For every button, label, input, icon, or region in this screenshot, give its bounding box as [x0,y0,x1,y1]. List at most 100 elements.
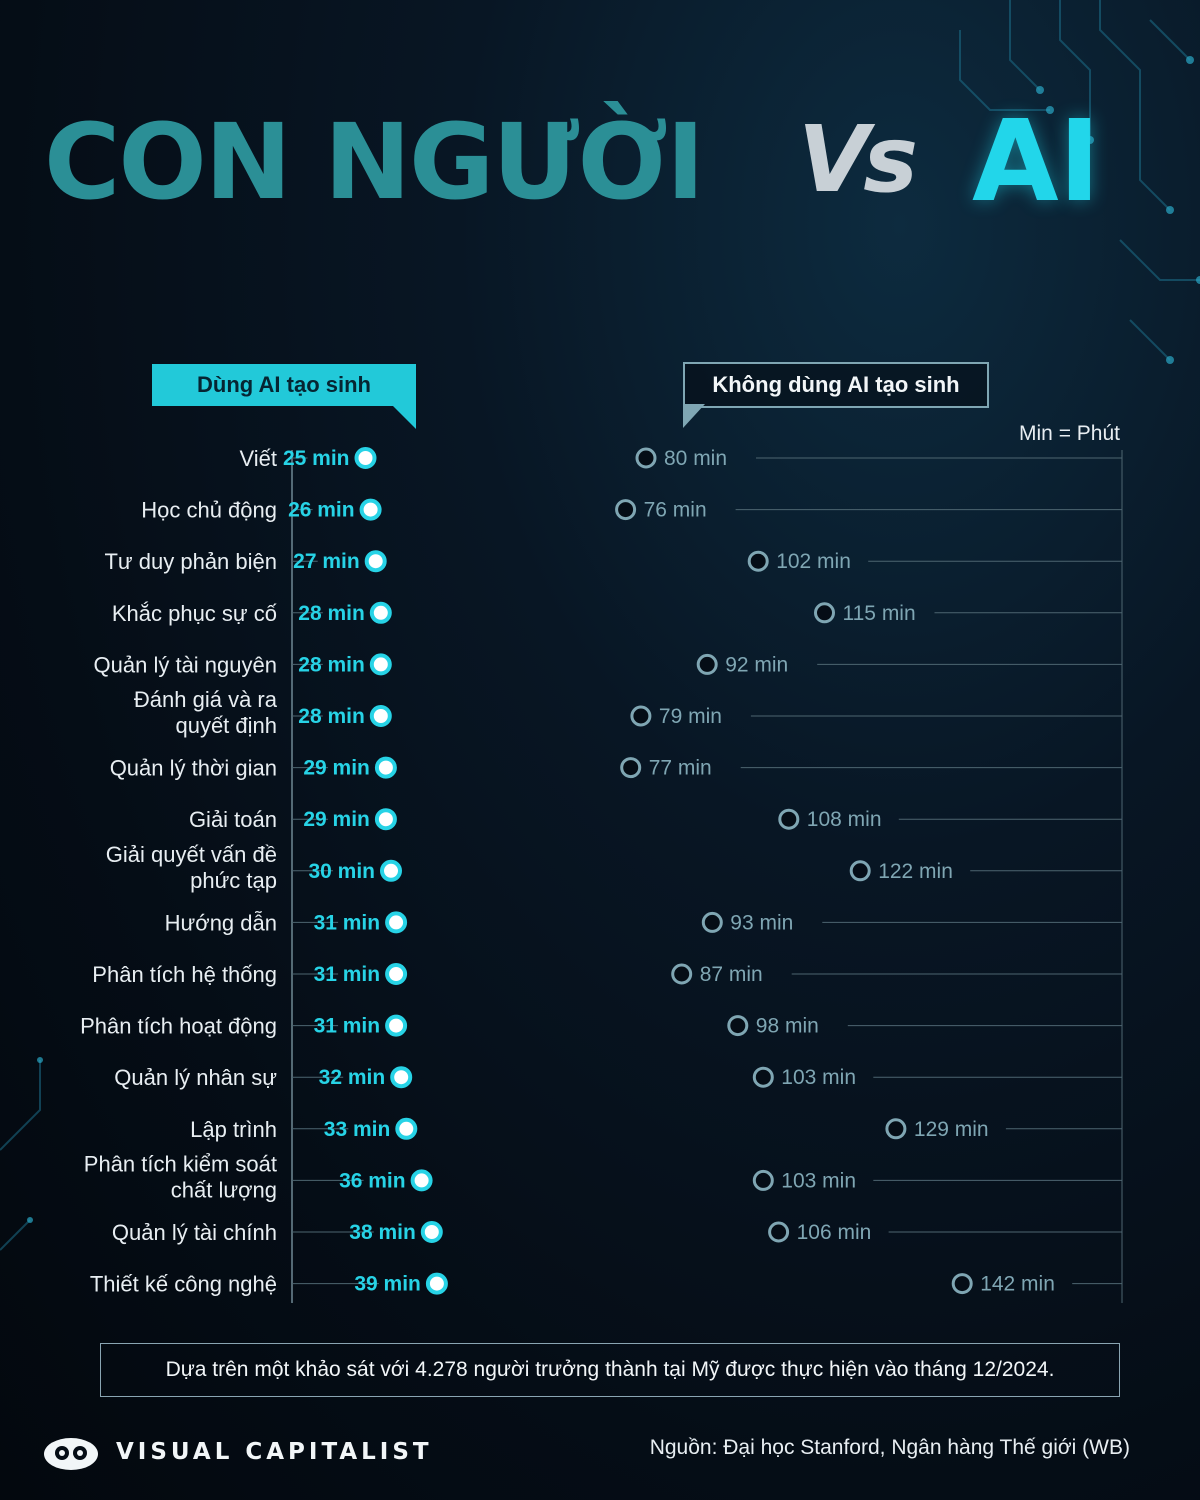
value-label-with-ai: 38 min [349,1221,416,1244]
category-label: Đánh giá và ra quyết định [134,687,278,738]
marker-without-ai [701,911,723,933]
chart-row: 31 min 98 min Phân tích hoạt động [80,1014,1122,1039]
survey-note: Dựa trên một khảo sát với 4.278 người tr… [100,1343,1120,1397]
value-label-with-ai: 29 min [303,757,370,780]
source-note: Nguồn: Đại học Stanford, Ngân hàng Thế g… [649,1436,1130,1459]
page-title: CON NGƯỜI Vs AI [40,92,1160,232]
chart-row: 39 min 142 min Thiết kế công nghệ [90,1272,1122,1297]
marker-without-ai [620,757,642,779]
chart-row: 36 min 103 min Phân tích kiểm soát chất lượ… [84,1151,1122,1202]
marker-without-ai [671,963,693,985]
marker-with-ai [390,1066,413,1089]
category-label: Phân tích hệ thống [92,962,277,987]
value-label-without-ai: 108 min [807,808,882,831]
chart-row: 31 min 87 min Phân tích hệ thống [92,962,1122,987]
value-label-without-ai: 142 min [980,1273,1055,1296]
category-label: Quản lý nhân sự [114,1065,277,1090]
marker-with-ai [364,550,387,573]
value-label-without-ai: 87 min [700,963,763,986]
marker-with-ai [385,911,408,934]
value-label-with-ai: 31 min [314,963,381,986]
value-label-with-ai: 28 min [298,705,365,728]
marker-with-ai [420,1221,443,1243]
chart-row: 33 min 129 min Lập trình [190,1117,1122,1142]
marker-without-ai [849,860,871,882]
value-label-with-ai: 31 min [314,1015,381,1038]
chart-row: 27 min 102 min Tư duy phản biện [104,549,1122,574]
marker-without-ai [778,808,800,830]
title-ai: AI [972,97,1101,227]
marker-without-ai [768,1221,790,1243]
marker-without-ai [727,1015,749,1037]
chart-row: 32 min 103 min Quản lý nhân sự [114,1065,1122,1090]
value-label-with-ai: 30 min [308,860,375,883]
marker-without-ai [615,499,637,521]
category-label: Giải toán [189,807,277,832]
value-label-without-ai: 106 min [797,1221,872,1244]
marker-with-ai [385,1014,408,1037]
category-label: Thiết kế công nghệ [90,1272,277,1297]
marker-without-ai [630,705,652,727]
value-label-without-ai: 93 min [730,911,793,934]
brand-name: VISUAL CAPITALIST [116,1439,433,1465]
value-label-with-ai: 27 min [293,550,360,573]
category-label: Học chủ động [141,498,277,523]
category-label: Phân tích hoạt động [80,1014,277,1039]
value-label-with-ai: 33 min [324,1118,391,1141]
marker-with-ai [359,498,382,521]
value-label-with-ai: 26 min [288,499,355,522]
value-label-with-ai: 28 min [298,602,365,625]
marker-with-ai [385,963,408,985]
marker-with-ai [369,601,392,624]
chart-row: 28 min 92 min Quản lý tài nguyên [94,652,1122,677]
value-label-without-ai: 77 min [649,757,712,780]
legend-with-ai: Dùng AI tạo sinh [152,364,416,406]
value-label-without-ai: 102 min [776,550,851,573]
value-label-without-ai: 115 min [843,602,916,625]
marker-without-ai [814,602,835,624]
value-label-without-ai: 103 min [781,1066,856,1089]
value-label-without-ai: 92 min [725,653,788,676]
category-label: Viết [239,446,277,471]
value-label-with-ai: 29 min [303,808,370,831]
chart-row: 31 min 93 min Hướng dẫn [165,910,1122,935]
title-vs: Vs [798,106,918,213]
brand: VISUAL CAPITALIST [42,1430,433,1474]
chart-row: 26 min 76 min Học chủ động [141,498,1122,523]
value-label-with-ai: 25 min [283,447,350,470]
value-label-with-ai: 36 min [339,1169,406,1192]
chart-row: 25 min 80 min Viết [239,446,1122,471]
marker-with-ai [354,447,377,469]
chart-row: 38 min 106 min Quản lý tài chính [112,1220,1122,1245]
chart-row: 28 min 115 min Khắc phục sự cố [112,601,1122,626]
title-human: CON NGƯỜI [44,101,705,223]
value-label-without-ai: 129 min [914,1118,989,1141]
value-label-without-ai: 79 min [659,705,722,728]
value-label-with-ai: 32 min [319,1066,386,1089]
chart-row: 29 min 108 min Giải toán [189,807,1122,832]
marker-without-ai [635,447,657,469]
category-label: Giải quyết vấn đề phức tạp [106,842,277,893]
marker-with-ai [369,653,392,676]
legend-without-ai: Không dùng AI tạo sinh [683,362,989,408]
category-label: Khắc phục sự cố [112,601,277,626]
chart-row: 28 min 79 min Đánh giá và ra quyết định [134,687,1122,738]
category-label: Quản lý tài chính [112,1220,277,1245]
category-label: Lập trình [190,1117,277,1142]
marker-with-ai [374,808,397,831]
category-label: Hướng dẫn [165,910,277,935]
marker-without-ai [696,653,718,675]
category-label: Quản lý tài nguyên [94,652,277,677]
category-label: Phân tích kiểm soát chất lượng [84,1151,277,1202]
value-label-with-ai: 28 min [298,653,365,676]
value-label-without-ai: 80 min [664,447,727,470]
marker-with-ai [425,1272,448,1295]
value-label-without-ai: 98 min [756,1015,819,1038]
marker-with-ai [380,859,402,882]
value-label-without-ai: 103 min [781,1169,856,1192]
marker-with-ai [374,756,397,779]
marker-with-ai [395,1117,418,1140]
marker-without-ai [747,550,769,572]
value-label-without-ai: 76 min [644,499,707,522]
marker-with-ai [369,705,392,727]
